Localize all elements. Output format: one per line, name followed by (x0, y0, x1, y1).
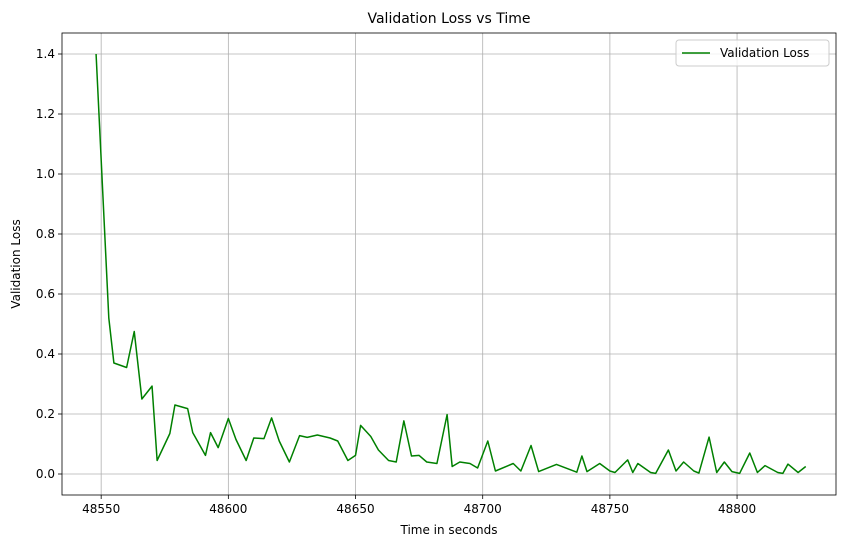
y-tick-label: 0.8 (36, 227, 55, 241)
x-tick-label: 48600 (209, 502, 247, 516)
x-tick-label: 48550 (82, 502, 120, 516)
y-tick-label: 1.2 (36, 107, 55, 121)
legend-label: Validation Loss (720, 46, 809, 60)
x-tick-label: 48800 (718, 502, 756, 516)
y-tick-label: 0.6 (36, 287, 55, 301)
y-tick-label: 0.0 (36, 467, 55, 481)
plot-frame (61, 32, 837, 496)
y-tick-label: 1.0 (36, 167, 55, 181)
x-tick-label: 48650 (336, 502, 374, 516)
y-tick-label: 0.4 (36, 347, 55, 361)
validation-loss-line (95, 53, 807, 475)
y-tick-label: 1.4 (36, 47, 55, 61)
chart-title: Validation Loss vs Time (367, 11, 530, 27)
axis-ticks: 48550 48600 48650 48700 48750 48800 0.0 0.2 0.4 0… (36, 47, 756, 516)
x-tick-label: 48700 (464, 502, 502, 516)
x-axis-label: Time in seconds (400, 523, 498, 537)
legend-box (675, 39, 830, 67)
y-tick-label: 0.2 (36, 407, 55, 421)
x-tick-label: 48750 (591, 502, 629, 516)
series-lines (95, 53, 807, 475)
legend: Validation Loss (675, 39, 830, 67)
y-axis-label: Validation Loss (9, 219, 23, 308)
